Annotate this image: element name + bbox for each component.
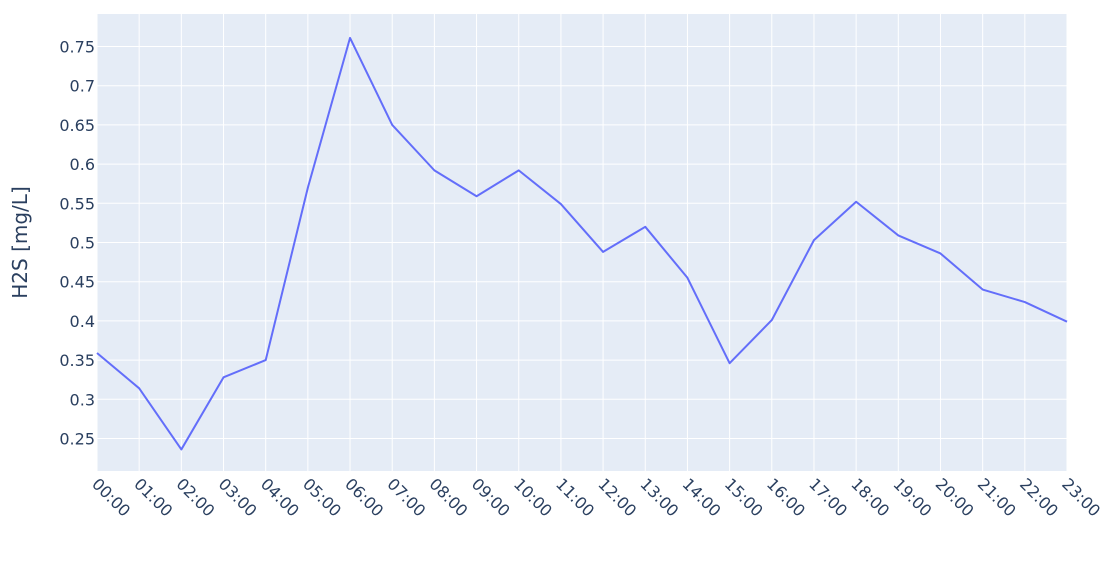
x-tick-label: 09:00 — [468, 474, 514, 520]
x-tick-label: 08:00 — [426, 474, 472, 520]
data-point — [1022, 299, 1028, 305]
y-tick-label: 0.3 — [70, 390, 95, 409]
y-tick-label: 0.45 — [59, 273, 95, 292]
data-point — [347, 35, 353, 41]
x-tick-label: 03:00 — [215, 474, 261, 520]
x-tick-label: 11:00 — [552, 474, 598, 520]
x-tick-label: 21:00 — [974, 474, 1020, 520]
x-tick-label: 23:00 — [1058, 474, 1104, 520]
data-point — [1064, 319, 1070, 325]
series-layer — [96, 35, 1070, 452]
data-point — [431, 167, 437, 173]
x-tick-label: 19:00 — [889, 474, 935, 520]
x-tick-label: 22:00 — [1016, 474, 1062, 520]
x-tick-label: 10:00 — [510, 474, 556, 520]
x-tick-label: 12:00 — [594, 474, 640, 520]
y-gridlines — [97, 46, 1067, 439]
series-line — [96, 36, 1068, 451]
data-point — [558, 201, 564, 207]
x-tick-label: 17:00 — [805, 474, 851, 520]
x-tick-label: 13:00 — [636, 474, 682, 520]
y-tick-label: 0.75 — [59, 38, 95, 57]
x-tick-label: 02:00 — [173, 474, 219, 520]
data-point — [853, 199, 859, 205]
data-point — [305, 185, 311, 191]
y-tick-label: 0.35 — [59, 351, 95, 370]
data-point — [642, 224, 648, 230]
x-tick-label: 04:00 — [257, 474, 303, 520]
y-tick-label: 0.55 — [59, 194, 95, 213]
data-point — [136, 385, 142, 391]
data-point — [178, 446, 184, 452]
data-point — [727, 360, 733, 366]
y-tick-label: 0.6 — [70, 155, 95, 174]
x-tick-label: 15:00 — [721, 474, 767, 520]
y-tick-label: 0.65 — [59, 116, 95, 135]
y-axis-title: H2S [mg/L] — [8, 186, 32, 298]
x-tick-label: 14:00 — [679, 474, 725, 520]
data-point — [937, 250, 943, 256]
x-tick-label: 16:00 — [763, 474, 809, 520]
y-axis-ticks: 0.25 0.3 0.35 0.4 0.45 0.5 0.55 0.6 0.65 0.7 0.75 — [59, 38, 95, 449]
data-point — [263, 357, 269, 363]
data-point — [811, 237, 817, 243]
x-tick-label: 05:00 — [299, 474, 345, 520]
data-point — [516, 167, 522, 173]
x-axis-ticks: 00:0001:0002:0003:0004:0005:0006:0007:00… — [88, 474, 1104, 520]
x-tick-label: 06:00 — [341, 474, 387, 520]
y-tick-label: 0.5 — [70, 234, 95, 253]
data-point — [980, 287, 986, 293]
x-tick-label: 01:00 — [130, 474, 176, 520]
data-point — [684, 275, 690, 281]
y-tick-label: 0.25 — [59, 429, 95, 448]
data-point — [600, 249, 606, 255]
data-point — [221, 374, 227, 380]
data-point — [895, 232, 901, 238]
data-point — [769, 317, 775, 323]
y-tick-label: 0.4 — [70, 312, 95, 331]
x-tick-label: 00:00 — [88, 474, 134, 520]
y-tick-label: 0.7 — [70, 77, 95, 96]
x-tick-label: 07:00 — [383, 474, 429, 520]
data-point — [474, 193, 480, 199]
x-tick-label: 18:00 — [847, 474, 893, 520]
data-point — [389, 122, 395, 128]
x-tick-label: 20:00 — [932, 474, 978, 520]
